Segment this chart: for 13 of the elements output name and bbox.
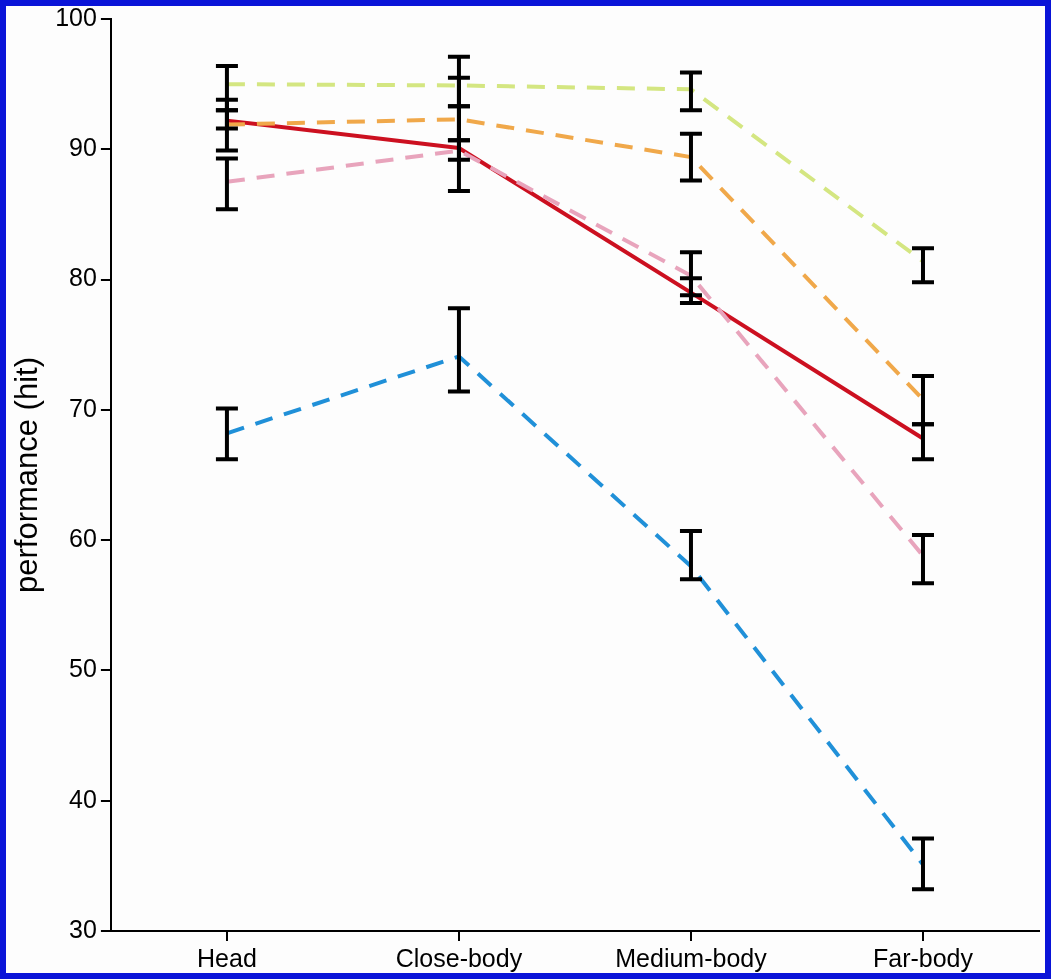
y-tick-label: 80 (69, 263, 97, 292)
y-tick-label: 90 (69, 133, 97, 162)
y-tick-label: 70 (69, 393, 97, 422)
y-tick-label: 100 (55, 2, 97, 31)
y-tick-label: 60 (69, 524, 97, 553)
x-tick-label: Head (197, 943, 257, 972)
y-tick-label: 30 (69, 914, 97, 943)
x-tick-label: Close-body (395, 943, 523, 972)
y-tick-label: 50 (69, 654, 97, 683)
x-tick-label: Far-body (872, 943, 974, 972)
y-tick-label: 40 (69, 784, 97, 813)
x-tick-label: Medium-body (615, 943, 768, 972)
y-axis-title: performance (hit) (9, 356, 45, 594)
